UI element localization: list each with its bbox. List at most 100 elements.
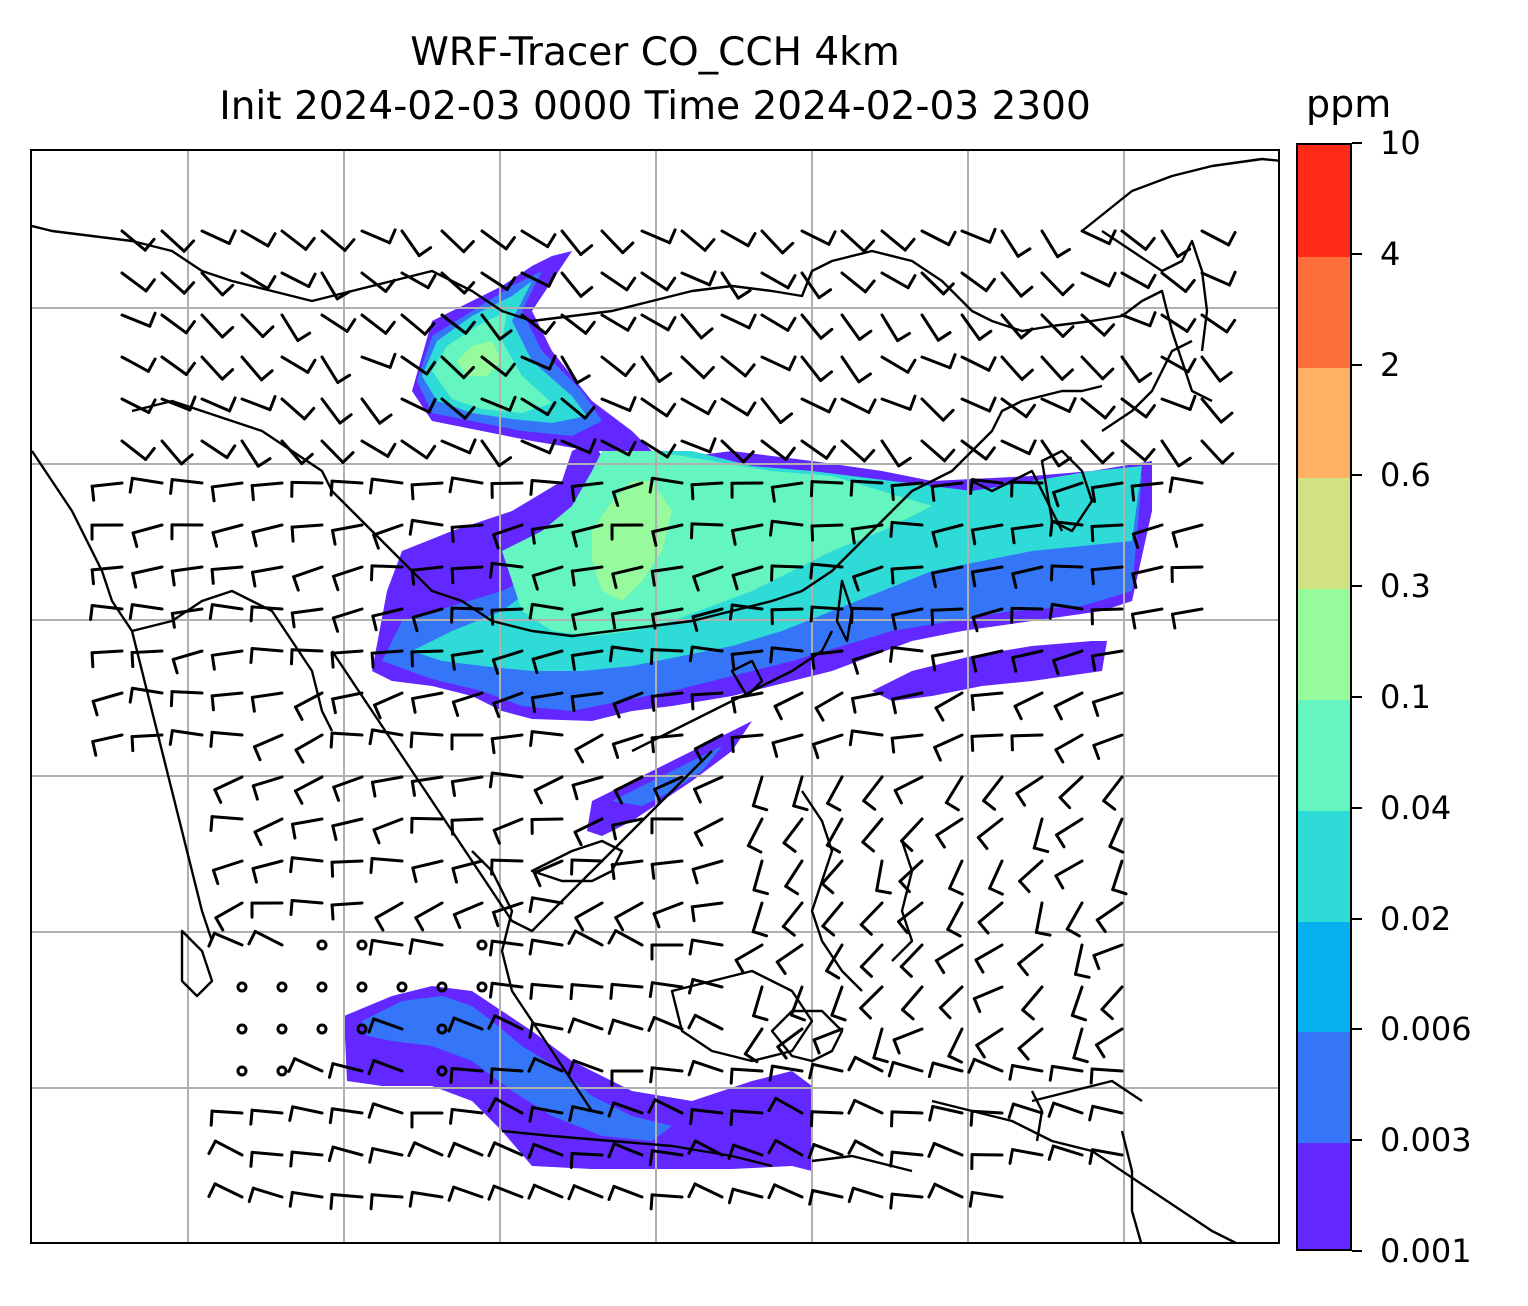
- wind-barb: [680, 270, 717, 287]
- wind-barb: [640, 355, 673, 384]
- wind-barb: [770, 607, 804, 626]
- wind-barb: [760, 397, 794, 425]
- wind-barb: [567, 929, 604, 947]
- wind-barb: [826, 775, 844, 812]
- wind-barb: [329, 1193, 364, 1211]
- wind-barb: [360, 271, 396, 293]
- wind-barb: [649, 1066, 684, 1084]
- wind-barb: [840, 397, 877, 414]
- wind-barb: [948, 859, 964, 896]
- wind-barb: [408, 518, 444, 536]
- wind-barb: [570, 481, 604, 502]
- wind-barb: [687, 977, 724, 995]
- wind-barb: [489, 1067, 524, 1085]
- wind-barb: [160, 271, 196, 295]
- wind-barb: [287, 1057, 324, 1073]
- wind-barb: [330, 901, 364, 921]
- coastline-segment: [1030, 1090, 1044, 1142]
- wind-barb: [130, 649, 164, 669]
- wind-barb: [329, 479, 364, 497]
- wind-barb: [809, 1110, 844, 1128]
- wind-barb: [530, 691, 564, 714]
- wind-barb: [649, 648, 684, 666]
- wind-barb: [607, 929, 644, 947]
- wind-barb: [920, 313, 952, 342]
- colorbar-tick: [1352, 1250, 1362, 1252]
- wind-barb: [250, 481, 284, 502]
- wind-barb: [935, 817, 964, 849]
- wind-barb: [1047, 1144, 1084, 1161]
- wind-barb: [1018, 859, 1044, 893]
- wind-barb: [488, 939, 524, 957]
- wind-barb: [128, 476, 164, 494]
- wind-barb: [288, 1105, 324, 1122]
- wind-barb: [569, 1151, 604, 1169]
- wind-barb: [970, 691, 1004, 712]
- wind-barb: [927, 1061, 964, 1078]
- coastline-segment: [471, 850, 593, 1112]
- wind-barb: [160, 355, 197, 377]
- wind-barb: [688, 938, 724, 956]
- wind-barb: [447, 1016, 484, 1033]
- coastline-segment: [131, 399, 893, 638]
- wind-barb: [1089, 1067, 1124, 1085]
- wind-barb: [899, 943, 924, 978]
- wind-barb: [488, 981, 524, 999]
- wind-barb: [1120, 311, 1157, 328]
- wind-barb: [560, 271, 594, 298]
- wind-barb: [928, 1104, 964, 1122]
- wind-barb: [360, 228, 397, 245]
- wind-barb: [160, 439, 194, 466]
- wind-barb: [571, 523, 604, 548]
- wind-barb: [773, 691, 804, 721]
- wind-barb: [90, 649, 124, 669]
- wind-barb: [727, 1143, 764, 1160]
- wind-barb: [480, 395, 517, 412]
- wind-barb: [440, 229, 475, 254]
- wind-barb: [520, 397, 557, 417]
- wind-barb: [1080, 229, 1117, 246]
- wind-barb: [280, 229, 316, 251]
- wind-barb: [90, 565, 124, 586]
- colorbar-segment: [1298, 255, 1350, 368]
- wind-barb: [1072, 1027, 1089, 1064]
- wind-barb: [600, 439, 637, 457]
- plume-north-peak-top: [457, 341, 502, 376]
- colorbar-tick: [1352, 474, 1362, 477]
- wind-barb: [529, 478, 564, 496]
- wind-barb: [200, 396, 237, 413]
- wind-barb: [331, 691, 364, 715]
- wind-barb: [849, 479, 884, 497]
- wind-barb: [690, 691, 724, 711]
- wind-barb: [862, 775, 884, 811]
- wind-barb: [91, 733, 124, 757]
- wind-barb: [927, 1182, 964, 1199]
- wind-barb: [320, 355, 352, 385]
- wind-barb: [1048, 602, 1084, 620]
- colorbar-tick-label: 0.003: [1380, 1121, 1472, 1160]
- wind-barb: [649, 1193, 684, 1211]
- colorbar-segment: [1298, 477, 1350, 590]
- colorbar-tick-label: 0.6: [1380, 456, 1431, 495]
- wind-barb: [207, 931, 244, 948]
- wind-barb: [972, 985, 1004, 1014]
- wind-barb: [520, 271, 557, 288]
- wind-barb: [1040, 355, 1074, 381]
- wind-barb: [409, 731, 444, 749]
- chart-title-line1: WRF-Tracer CO_CCH 4km: [410, 30, 900, 75]
- wind-barb: [131, 565, 164, 589]
- wind-barb: [411, 859, 444, 884]
- wind-barb: [169, 690, 204, 708]
- wind-barb: [567, 1184, 604, 1201]
- wind-barb: [960, 227, 997, 244]
- wind-barb: [960, 313, 993, 341]
- wind-barb: [480, 439, 513, 468]
- wind-barb: [768, 1064, 804, 1082]
- wind-barb: [1013, 691, 1044, 721]
- wind-barb: [567, 1017, 604, 1034]
- wind-barb: [1200, 270, 1237, 287]
- wind-barb: [771, 733, 804, 758]
- colorbar-unit: ppm: [1306, 82, 1392, 126]
- wind-barb: [408, 938, 444, 955]
- wind-barb: [1080, 355, 1115, 381]
